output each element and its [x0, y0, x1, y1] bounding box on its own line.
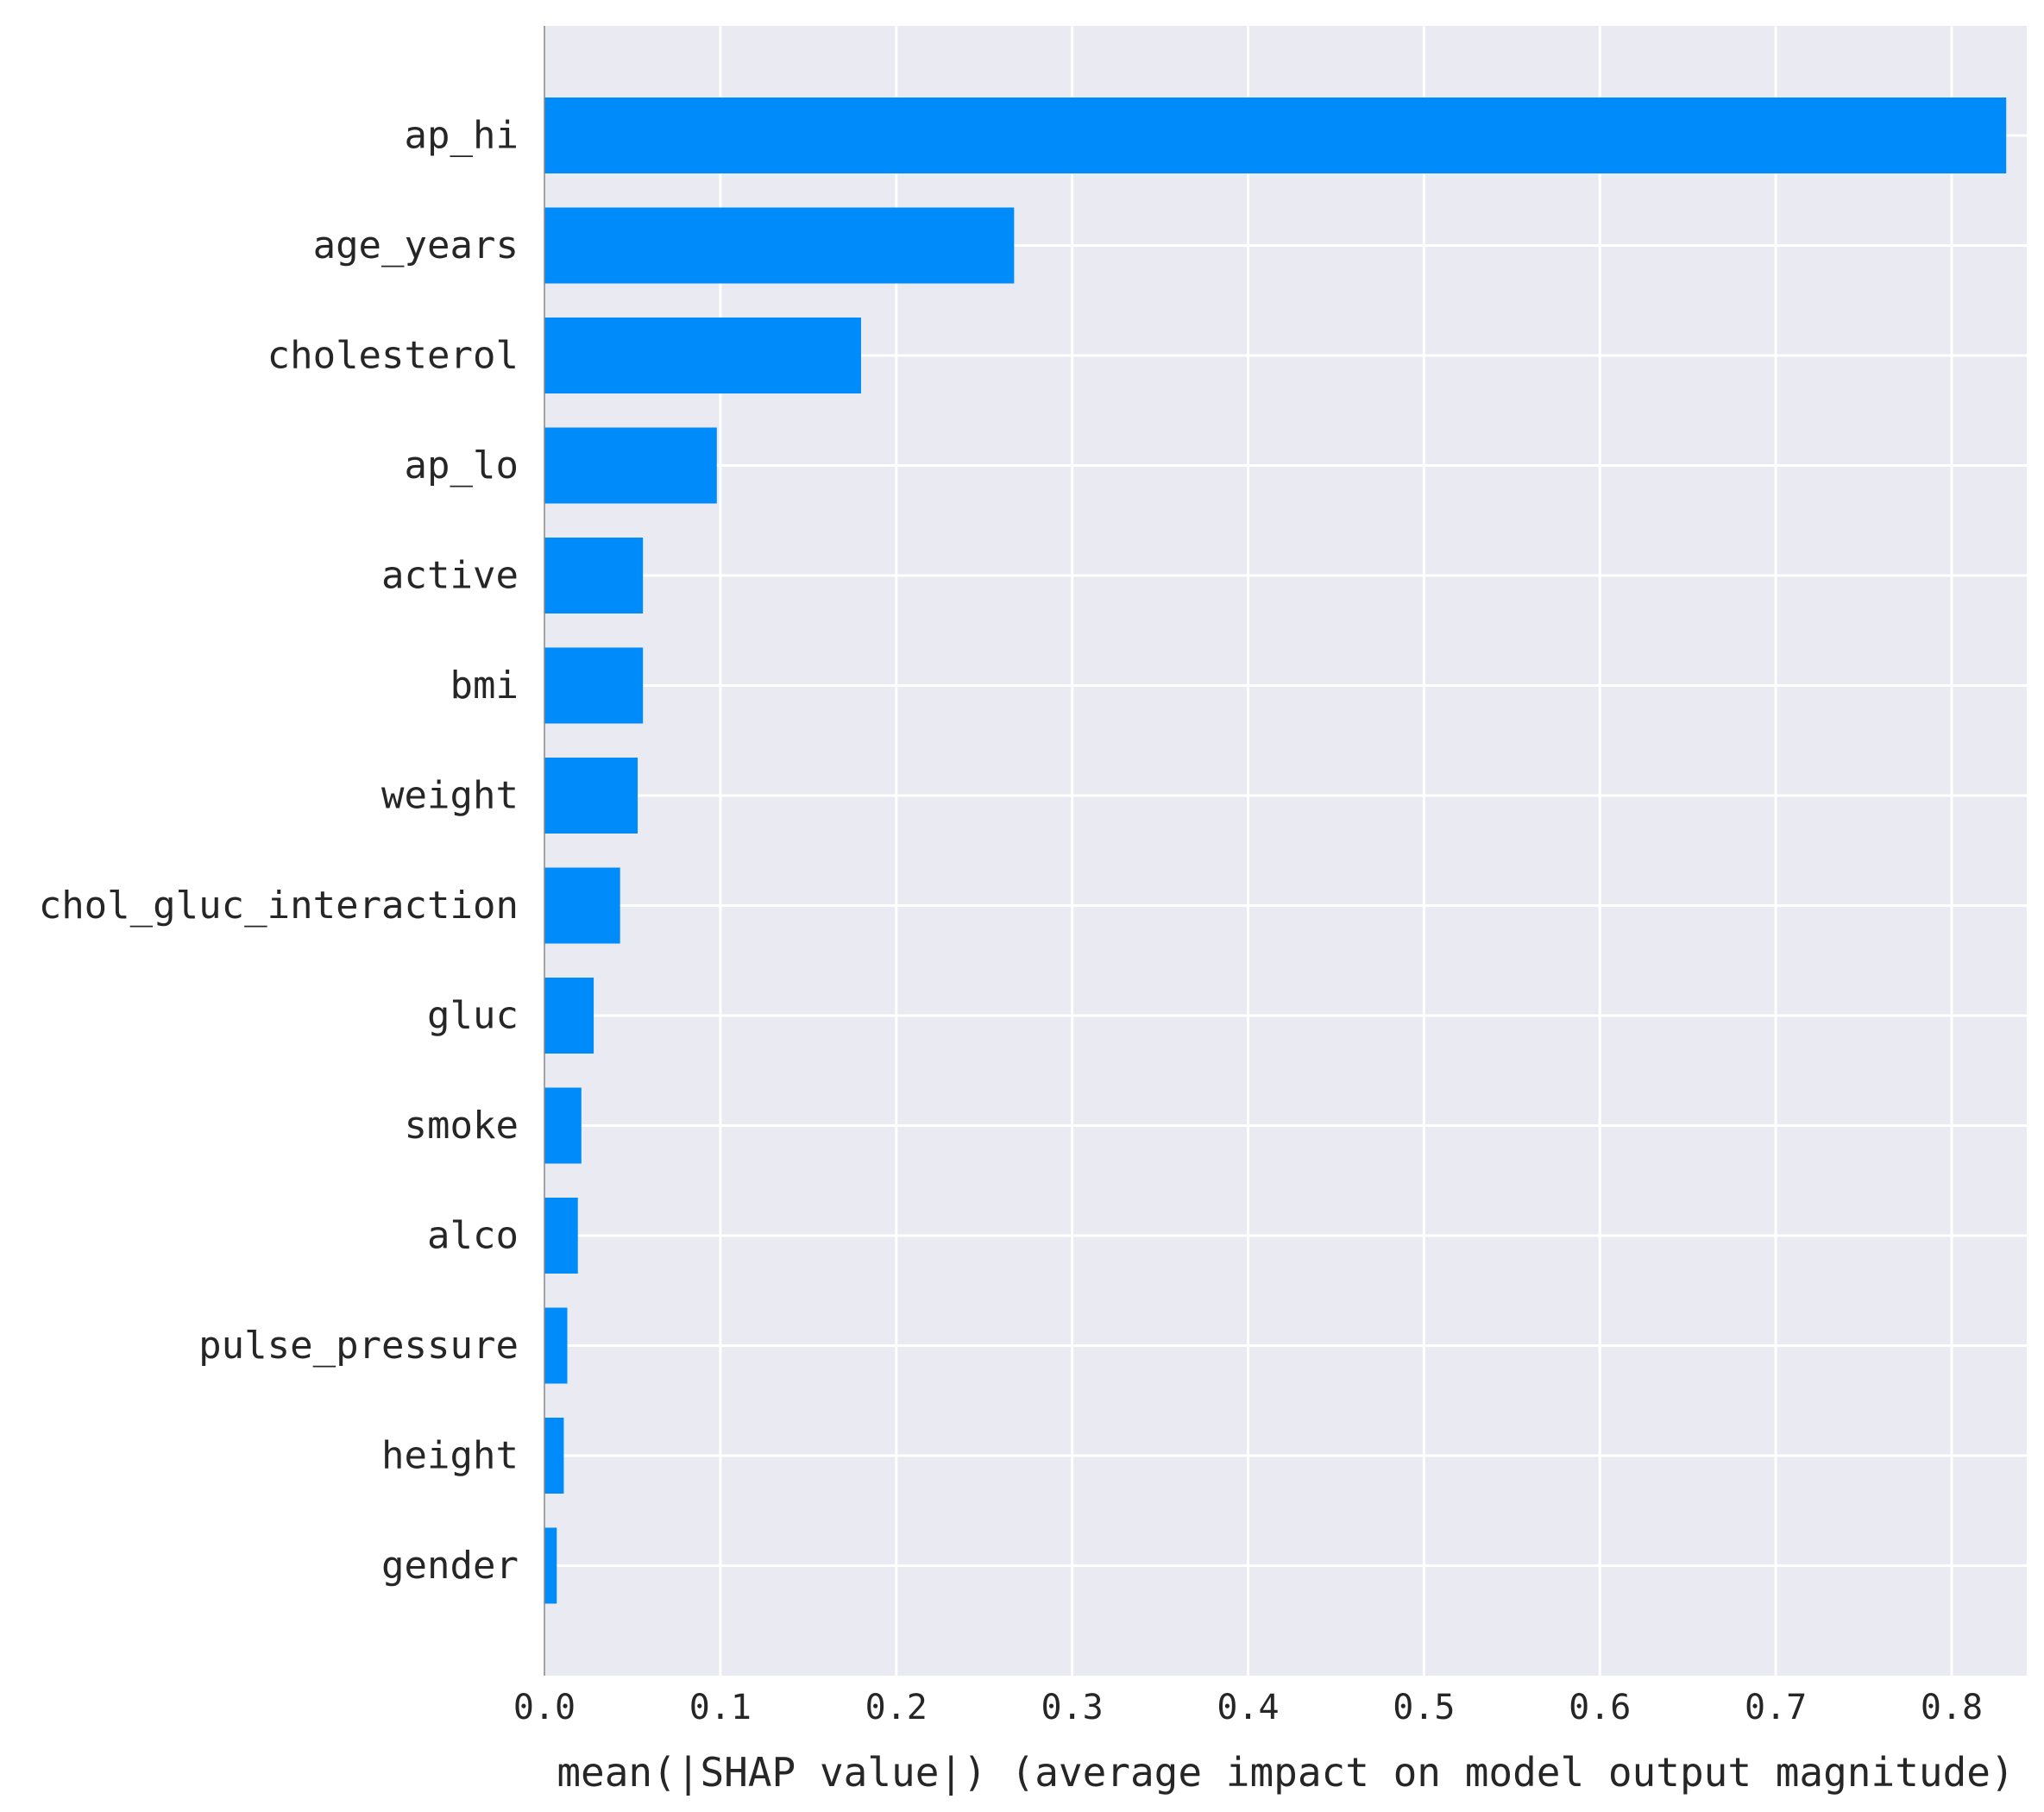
bar-gender [544, 1527, 557, 1604]
category-label: weight [381, 774, 519, 818]
bar-smoke [544, 1087, 582, 1164]
bar-weight [544, 758, 638, 834]
x-tick-label: 0.2 [865, 1688, 928, 1727]
category-label: age_years [313, 223, 519, 267]
category-label: smoke [405, 1104, 519, 1148]
category-label: ap_hi [405, 114, 519, 158]
x-tick-label: 0.1 [689, 1688, 752, 1727]
x-tick-label: 0.5 [1393, 1688, 1455, 1727]
bar-cholesterol [544, 318, 861, 393]
x-tick-label: 0.0 [513, 1688, 575, 1727]
x-tick-label: 0.4 [1217, 1688, 1279, 1727]
x-tick-label: 0.6 [1569, 1688, 1631, 1727]
bar-chol-gluc-interaction [544, 867, 620, 944]
x-tick-label: 0.8 [1921, 1688, 1983, 1727]
plot-background [544, 26, 2027, 1676]
category-label: gluc [427, 994, 519, 1038]
x-tick-labels: 0.0 0.1 0.2 0.3 0.4 0.5 0.6 0.7 0.8 [513, 1688, 1983, 1727]
category-label: ap_lo [405, 444, 519, 488]
bar-pulse-pressure [544, 1307, 568, 1384]
bar-age-years [544, 207, 1015, 284]
x-tick-label: 0.3 [1041, 1688, 1104, 1727]
x-tick-label: 0.7 [1745, 1688, 1807, 1727]
category-label: chol_gluc_interaction [39, 884, 519, 928]
bar-ap-hi [544, 98, 2007, 173]
bar-alco [544, 1198, 578, 1274]
category-label: bmi [450, 664, 519, 708]
bar-ap-lo [544, 427, 717, 504]
bar-gluc [544, 978, 594, 1054]
x-axis-title: mean(|SHAP value|) (average impact on mo… [557, 1749, 2014, 1796]
category-label: cholesterol [267, 334, 519, 378]
category-label: gender [381, 1544, 519, 1588]
category-label: alco [427, 1214, 519, 1258]
category-label: height [381, 1434, 519, 1478]
bar-bmi [544, 647, 644, 724]
category-label: pulse_pressure [198, 1324, 519, 1368]
bars [544, 98, 2007, 1604]
bar-active [544, 538, 644, 613]
category-label: active [381, 554, 519, 598]
bar-height [544, 1418, 564, 1494]
